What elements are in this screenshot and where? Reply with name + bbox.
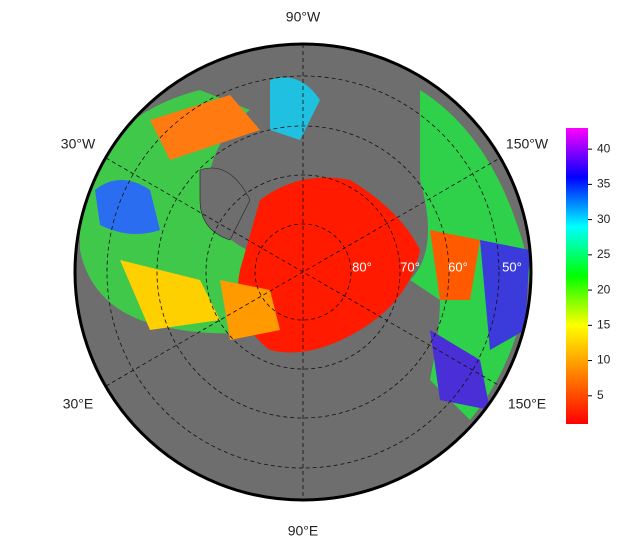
map-body — [75, 44, 531, 500]
latitude-label: 60° — [448, 259, 468, 274]
colorbar-tick-label: 35 — [597, 177, 611, 191]
colorbar-tick-label: 20 — [597, 282, 611, 296]
colorbar-tick-label: 30 — [597, 212, 611, 226]
colorbar — [566, 128, 588, 424]
arctic-ocean — [238, 177, 420, 353]
graticule — [105, 44, 501, 500]
longitude-label: 90°E — [288, 523, 319, 539]
ocean-patch — [430, 230, 480, 300]
colorbar-tick-label: 5 — [597, 388, 604, 402]
latitude-label: 80° — [352, 259, 372, 274]
longitude-label: 150°W — [506, 136, 549, 152]
ocean-patch — [220, 280, 280, 340]
ocean-patch — [95, 180, 160, 234]
map-border — [73, 42, 533, 502]
greenland — [199, 167, 251, 241]
colorbar-tick-label: 40 — [597, 141, 611, 155]
longitude-label: 30°W — [61, 136, 96, 152]
colorbar-tick-label: 25 — [597, 247, 611, 261]
latitude-label: 50° — [502, 259, 522, 274]
ocean-patch — [430, 330, 490, 410]
colorbar-tick-label: 15 — [597, 318, 611, 332]
labels: 90°W 30°W 150°W 30°E 150°E 90°E 80° 70° 60° 50° — [61, 9, 549, 539]
ocean-patch — [270, 77, 320, 140]
colorbar-tick-label: 10 — [597, 353, 611, 367]
longitude-label: 30°E — [63, 396, 94, 412]
ocean-patch — [150, 95, 260, 160]
longitude-label: 150°E — [508, 396, 546, 412]
longitude-label: 90°W — [286, 9, 321, 25]
colorbar-ticks: 5 10 15 20 25 30 35 40 — [588, 141, 611, 402]
latitude-label: 70° — [400, 259, 420, 274]
ocean-patch — [120, 260, 220, 330]
